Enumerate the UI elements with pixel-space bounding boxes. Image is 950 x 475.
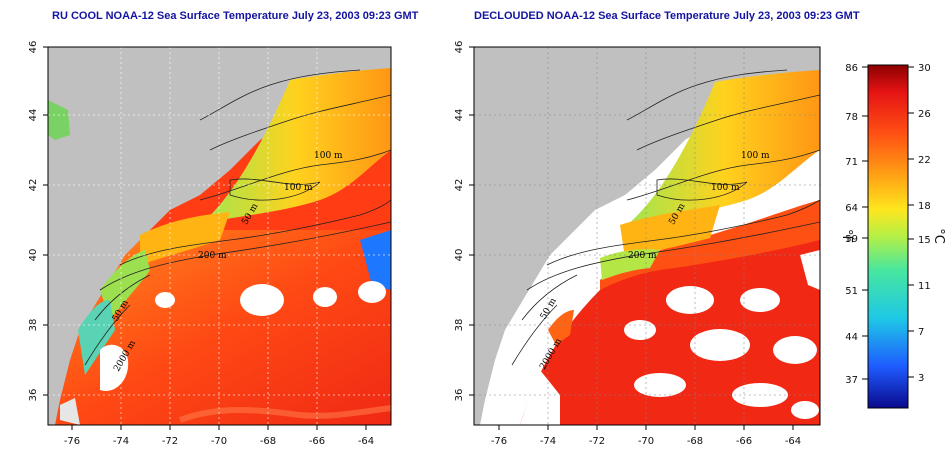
fahrenheit-tick-label: 71 bbox=[845, 157, 858, 168]
y-tick-label: 46 bbox=[28, 41, 39, 54]
celsius-tick-label: 15 bbox=[918, 235, 931, 246]
celsius-tick-label: 3 bbox=[918, 373, 924, 384]
x-tick-label: -74 bbox=[113, 436, 129, 447]
y-tick-label: 36 bbox=[454, 389, 465, 402]
x-tick-label: -68 bbox=[687, 436, 703, 447]
x-tick-label: -64 bbox=[785, 436, 801, 447]
celsius-tick-label: 22 bbox=[918, 155, 931, 166]
celsius-tick-label: 18 bbox=[918, 201, 931, 212]
celsius-tick-label: 26 bbox=[918, 109, 931, 120]
fahrenheit-tick-label: 86 bbox=[845, 63, 858, 74]
x-tick-label: -68 bbox=[260, 436, 276, 447]
x-tick-label: -70 bbox=[638, 436, 654, 447]
contour-label: 100 m bbox=[284, 183, 313, 193]
x-tick-label: -72 bbox=[162, 436, 178, 447]
contour-label: 100 m bbox=[314, 151, 343, 161]
left-panel-title: RU COOL NOAA-12 Sea Surface Temperature … bbox=[52, 10, 419, 22]
contour-label: 100 m bbox=[741, 151, 770, 161]
right-map: 100 m 100 m 50 m 200 m 50 m 2000 m bbox=[474, 47, 820, 425]
contour-label: 200 m bbox=[628, 251, 657, 261]
right-x-axis: -76 -74 -72 -70 -68 -66 -64 bbox=[491, 425, 801, 447]
y-tick-label: 46 bbox=[454, 41, 465, 54]
left-x-axis: -76 -74 -72 -70 -68 -66 -64 bbox=[64, 425, 374, 447]
x-tick-label: -70 bbox=[211, 436, 227, 447]
fahrenheit-tick-label: 51 bbox=[845, 286, 858, 297]
celsius-tick-label: 30 bbox=[918, 63, 931, 74]
x-tick-label: -76 bbox=[491, 436, 507, 447]
temperature-colorbar: 86 78 71 64 59 51 44 37 30 26 22 18 15 1… bbox=[839, 63, 946, 409]
celsius-tick-label: 7 bbox=[918, 327, 924, 338]
celsius-unit-label: °C bbox=[931, 228, 946, 244]
fahrenheit-tick-label: 78 bbox=[845, 112, 858, 123]
y-tick-label: 38 bbox=[28, 319, 39, 332]
left-map: 100 m 100 m 50 m 200 m 50 m 2000 m bbox=[48, 47, 391, 425]
fahrenheit-tick-label: 64 bbox=[845, 203, 858, 214]
right-plot-frame bbox=[473, 46, 821, 426]
right-y-axis: 36 38 40 42 44 46 bbox=[454, 41, 474, 402]
left-y-axis: 36 38 40 42 44 46 bbox=[28, 41, 48, 402]
x-tick-label: -64 bbox=[358, 436, 374, 447]
x-tick-label: -66 bbox=[736, 436, 752, 447]
y-tick-label: 40 bbox=[454, 249, 465, 262]
celsius-tick-label: 11 bbox=[918, 281, 931, 292]
x-tick-label: -72 bbox=[589, 436, 605, 447]
contour-label: 200 m bbox=[198, 251, 227, 261]
fahrenheit-unit-label: °F bbox=[839, 229, 854, 243]
x-tick-label: -74 bbox=[540, 436, 556, 447]
x-tick-label: -76 bbox=[64, 436, 80, 447]
y-tick-label: 42 bbox=[28, 179, 39, 192]
y-tick-label: 44 bbox=[28, 109, 39, 122]
x-tick-label: -66 bbox=[309, 436, 325, 447]
y-tick-label: 42 bbox=[454, 179, 465, 192]
y-tick-label: 38 bbox=[454, 319, 465, 332]
contour-label: 100 m bbox=[711, 183, 740, 193]
fahrenheit-tick-label: 59 bbox=[845, 234, 858, 245]
fahrenheit-tick-label: 37 bbox=[845, 375, 858, 386]
y-tick-label: 36 bbox=[28, 389, 39, 402]
y-tick-label: 44 bbox=[454, 109, 465, 122]
y-tick-label: 40 bbox=[28, 249, 39, 262]
fahrenheit-tick-label: 44 bbox=[845, 332, 858, 343]
colorbar-gradient bbox=[867, 64, 909, 409]
right-panel-title: DECLOUDED NOAA-12 Sea Surface Temperatur… bbox=[474, 10, 860, 22]
